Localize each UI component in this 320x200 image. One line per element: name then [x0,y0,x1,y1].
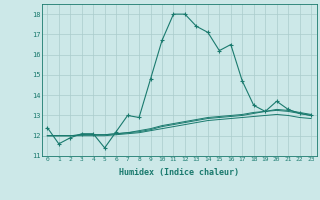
X-axis label: Humidex (Indice chaleur): Humidex (Indice chaleur) [119,168,239,177]
